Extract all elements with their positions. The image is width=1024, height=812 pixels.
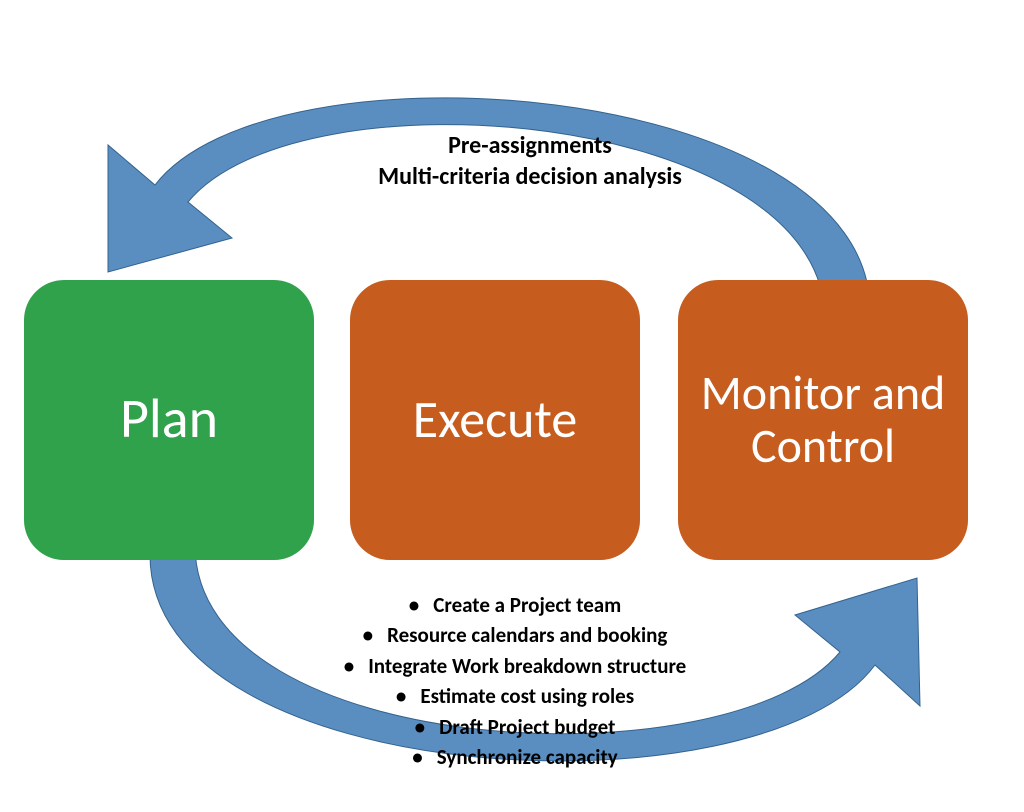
top-annotation-line-1: Pre-assignments [230, 130, 830, 161]
list-item: Create a Project team [300, 590, 730, 620]
top-annotation: Pre-assignments Multi-criteria decision … [230, 130, 830, 192]
list-item: Draft Project budget [300, 712, 730, 742]
list-item: Resource calendars and booking [300, 620, 730, 650]
bottom-annotation-list: Create a Project team Resource calendars… [300, 590, 730, 773]
diagram-stage: Pre-assignments Multi-criteria decision … [0, 0, 1024, 812]
stage-box-execute: Execute [350, 280, 640, 560]
list-item: Estimate cost using roles [300, 681, 730, 711]
list-item: Synchronize capacity [300, 742, 730, 772]
bottom-annotation: Create a Project team Resource calendars… [300, 590, 730, 773]
stage-box-plan-label: Plan [120, 389, 218, 451]
stage-box-execute-label: Execute [413, 391, 577, 448]
list-item: Integrate Work breakdown structure [300, 651, 730, 681]
top-annotation-line-2: Multi-criteria decision analysis [230, 161, 830, 192]
stage-box-plan: Plan [24, 280, 314, 560]
stage-box-monitor-control-label: Monitor and Control [678, 367, 968, 473]
stage-box-monitor-control: Monitor and Control [678, 280, 968, 560]
